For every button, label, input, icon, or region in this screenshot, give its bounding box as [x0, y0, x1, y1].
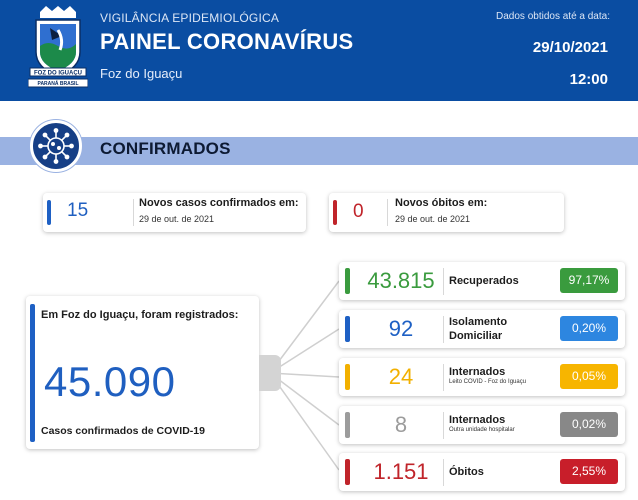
new-deaths-date: 29 de out. de 2021: [395, 214, 471, 224]
stat-label-line2: Domiciliar: [449, 330, 503, 342]
stat-stripe: [345, 364, 350, 390]
stat-stripe: [345, 412, 350, 438]
logo-footer-text: PARANÁ BRASIL: [37, 80, 78, 87]
stat-sublabel: Leito COVID - Foz do Iguaçu: [449, 379, 527, 385]
section-band: [0, 137, 638, 165]
stat-value: 92: [388, 316, 414, 341]
stat-card-internados-foz: 24 Internados Leito COVID - Foz do Iguaç…: [339, 358, 625, 396]
new-cases-label: Novos casos confirmados em:: [139, 197, 299, 209]
new-deaths-label: Novos óbitos em:: [395, 197, 488, 209]
connector-tab: [259, 355, 281, 391]
stat-stripe: [345, 459, 350, 485]
org-name: VIGILÂNCIA EPIDEMIOLÓGICA: [100, 11, 280, 25]
stat-stripe: [345, 268, 350, 294]
stat-label: Internados: [449, 366, 506, 378]
new-deaths-stripe: [333, 200, 337, 225]
total-cases-card: Em Foz do Iguaçu, foram registrados: 45.…: [26, 296, 259, 449]
header-bar: FOZ DO IGUAÇU PARANÁ BRASIL VIGILÂNCIA E…: [0, 0, 638, 101]
stat-sublabel: Outra unidade hospitalar: [449, 427, 515, 433]
data-date: 29/10/2021: [532, 39, 608, 56]
stat-divider: [443, 459, 444, 486]
new-deaths-card: 0 Novos óbitos em: 29 de out. de 2021: [329, 193, 564, 232]
stat-percentage: 0,20%: [560, 316, 618, 341]
stat-label: Isolamento: [449, 316, 508, 328]
virus-icon: [38, 128, 74, 164]
new-deaths-value: 0: [353, 201, 364, 222]
stat-divider: [443, 316, 444, 343]
page-title: PAINEL CORONAVÍRUS: [100, 29, 354, 54]
stat-divider: [443, 412, 444, 439]
data-date-label: Dados obtidos até a data:: [496, 11, 610, 22]
stat-divider: [443, 364, 444, 391]
stat-card-isolamento: 92 Isolamento Domiciliar 0,20%: [339, 310, 625, 348]
stat-percentage: 2,55%: [560, 459, 618, 484]
stat-card-recuperados: 43.815 Recuperados 97,17%: [339, 262, 625, 300]
total-caption: Casos confirmados de COVID-19: [41, 425, 205, 437]
stat-stripe: [345, 316, 350, 342]
stat-divider: [443, 268, 444, 295]
logo-banner-text: FOZ DO IGUAÇU: [34, 71, 82, 77]
stat-card-internados-outra: 8 Internados Outra unidade hospitalar 0,…: [339, 406, 625, 444]
card-divider: [133, 199, 134, 226]
total-cases-stripe: [30, 304, 35, 442]
stat-value: 43.815: [367, 268, 435, 293]
stat-card-obitos: 1.151 Óbitos 2,55%: [339, 453, 625, 491]
stat-percentage: 0,05%: [560, 364, 618, 389]
stat-percentage: 0,02%: [560, 412, 618, 437]
new-cases-date: 29 de out. de 2021: [139, 214, 215, 224]
stat-label: Internados: [449, 414, 506, 426]
stat-percentage: 97,17%: [560, 268, 618, 293]
stat-label: Recuperados: [449, 275, 519, 287]
new-cases-stripe: [47, 200, 51, 225]
data-time: 12:00: [569, 71, 608, 88]
stat-label: Óbitos: [449, 466, 484, 478]
virus-icon-badge: [30, 120, 82, 172]
city-name: Foz do Iguaçu: [100, 66, 183, 81]
stat-value: 1.151: [373, 459, 429, 484]
card-divider: [387, 199, 388, 226]
section-title: CONFIRMADOS: [100, 139, 231, 158]
new-cases-card: 15 Novos casos confirmados em: 29 de out…: [43, 193, 306, 232]
stat-value: 8: [394, 412, 408, 437]
city-coat-of-arms-logo: FOZ DO IGUAÇU PARANÁ BRASIL: [28, 6, 88, 88]
new-cases-value: 15: [67, 200, 89, 221]
total-heading: Em Foz do Iguaçu, foram registrados:: [41, 309, 239, 321]
stat-value: 24: [388, 364, 414, 389]
total-cases-value: 45.090: [44, 358, 176, 405]
